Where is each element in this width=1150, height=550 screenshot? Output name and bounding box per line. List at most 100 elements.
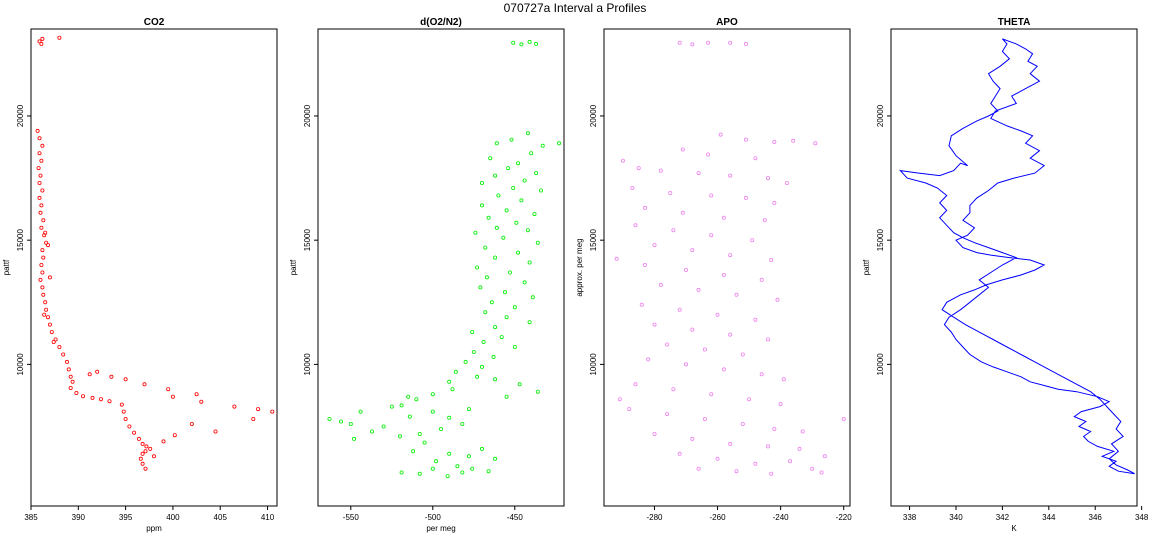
data-point: [99, 397, 104, 402]
data-point: [721, 272, 726, 277]
data-point: [753, 317, 758, 322]
data-point: [172, 433, 177, 438]
data-point: [39, 158, 44, 163]
x-axis-label: per meg: [426, 524, 455, 533]
data-layer: [614, 40, 846, 476]
data-point: [530, 295, 535, 300]
data-point: [194, 392, 199, 397]
x-tick-label: 338: [903, 513, 917, 522]
data-point: [466, 454, 471, 459]
data-point: [665, 342, 670, 347]
plot-frame: [30, 28, 278, 507]
data-point: [407, 414, 412, 419]
data-point: [57, 35, 62, 40]
y-tick-label: 10000: [303, 353, 312, 376]
data-point: [199, 399, 204, 404]
data-point: [652, 431, 657, 436]
panel-2: d(O2/N2) -550 -500 -450 10000 15000 20000 per m…: [289, 17, 565, 533]
x-tick-label: 410: [261, 513, 275, 522]
panel-title: THETA: [998, 17, 1031, 28]
data-point: [540, 143, 545, 148]
data-point: [68, 374, 73, 379]
data-point: [525, 228, 530, 233]
data-point: [784, 180, 789, 185]
data-point: [352, 436, 357, 441]
data-point: [491, 354, 496, 359]
data-layer: [327, 39, 562, 479]
data-point: [493, 456, 498, 461]
data-point: [41, 218, 46, 223]
data-point: [753, 461, 758, 466]
data-point: [37, 39, 42, 44]
data-point: [488, 156, 493, 161]
data-point: [690, 436, 695, 441]
data-point: [42, 312, 47, 317]
x-tick-label: 344: [1042, 513, 1056, 522]
data-point: [358, 409, 363, 414]
data-point: [136, 436, 141, 441]
data-point: [535, 240, 540, 245]
data-point: [753, 156, 758, 161]
data-point: [706, 40, 711, 45]
data-point: [493, 325, 498, 330]
data-point: [516, 161, 521, 166]
data-point: [627, 407, 632, 412]
data-point: [37, 195, 42, 200]
x-tick-label: -450: [507, 513, 524, 522]
data-point: [652, 243, 657, 248]
data-point: [38, 173, 43, 178]
y-tick-label: 15000: [589, 229, 598, 252]
data-point: [475, 265, 480, 270]
data-point: [529, 151, 534, 156]
data-point: [417, 471, 422, 476]
data-point: [778, 402, 783, 407]
data-point: [483, 310, 488, 315]
data-point: [514, 220, 519, 225]
data-point: [504, 394, 509, 399]
data-point: [43, 230, 48, 235]
data-point: [148, 446, 153, 451]
y-tick-label: 20000: [589, 104, 598, 127]
data-point: [40, 188, 45, 193]
data-point: [680, 147, 685, 152]
data-point: [696, 287, 701, 292]
data-point: [70, 379, 75, 384]
data-point: [810, 466, 815, 471]
data-point: [478, 285, 483, 290]
data-point: [728, 173, 733, 178]
y-axis-label: approx. per meg: [575, 238, 584, 296]
data-point: [677, 40, 682, 45]
data-point: [690, 248, 695, 253]
data-point: [709, 233, 714, 238]
x-tick-label: 342: [996, 513, 1010, 522]
y-tick-label: 20000: [303, 104, 312, 127]
data-point: [512, 305, 517, 310]
data-point: [633, 382, 638, 387]
data-point: [690, 42, 695, 47]
data-point: [630, 185, 635, 190]
data-point: [507, 270, 512, 275]
y-tick-label: 10000: [876, 353, 885, 376]
data-point: [740, 421, 745, 426]
data-point: [251, 416, 256, 421]
data-point: [36, 166, 41, 171]
data-point: [397, 434, 402, 439]
data-point: [800, 429, 805, 434]
data-point: [109, 374, 114, 379]
data-point: [447, 451, 452, 456]
data-point: [39, 203, 44, 208]
data-point: [788, 459, 793, 464]
data-point: [161, 439, 166, 444]
data-point: [690, 327, 695, 332]
page-title: 070727a Interval a Profiles: [504, 1, 647, 15]
data-point: [766, 337, 771, 342]
x-tick-label: 400: [166, 513, 180, 522]
data-point: [411, 449, 416, 454]
data-point: [743, 195, 748, 200]
data-point: [665, 412, 670, 417]
data-point: [41, 255, 46, 260]
data-point: [256, 407, 261, 412]
data-point: [463, 359, 468, 364]
data-point: [684, 362, 689, 367]
data-point: [759, 277, 764, 282]
